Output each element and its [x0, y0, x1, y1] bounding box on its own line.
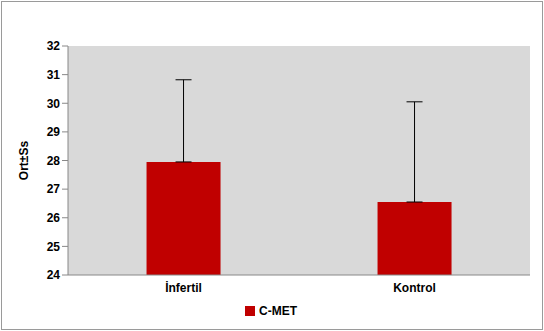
- svg-text:Ort±Ss: Ort±Ss: [17, 141, 31, 181]
- svg-text:24: 24: [47, 268, 61, 282]
- svg-text:31: 31: [47, 68, 61, 82]
- svg-text:32: 32: [47, 39, 61, 53]
- svg-text:29: 29: [47, 125, 61, 139]
- html-text:C-MET: C-MET: [259, 304, 297, 318]
- svg-text:25: 25: [47, 240, 61, 254]
- svg-text:Kontrol: Kontrol: [393, 281, 436, 295]
- svg-text:28: 28: [47, 154, 61, 168]
- svg-text:30: 30: [47, 97, 61, 111]
- svg-text:26: 26: [47, 211, 61, 225]
- svg-text:İnfertil: İnfertil: [165, 280, 202, 295]
- svg-text:27: 27: [47, 182, 61, 196]
